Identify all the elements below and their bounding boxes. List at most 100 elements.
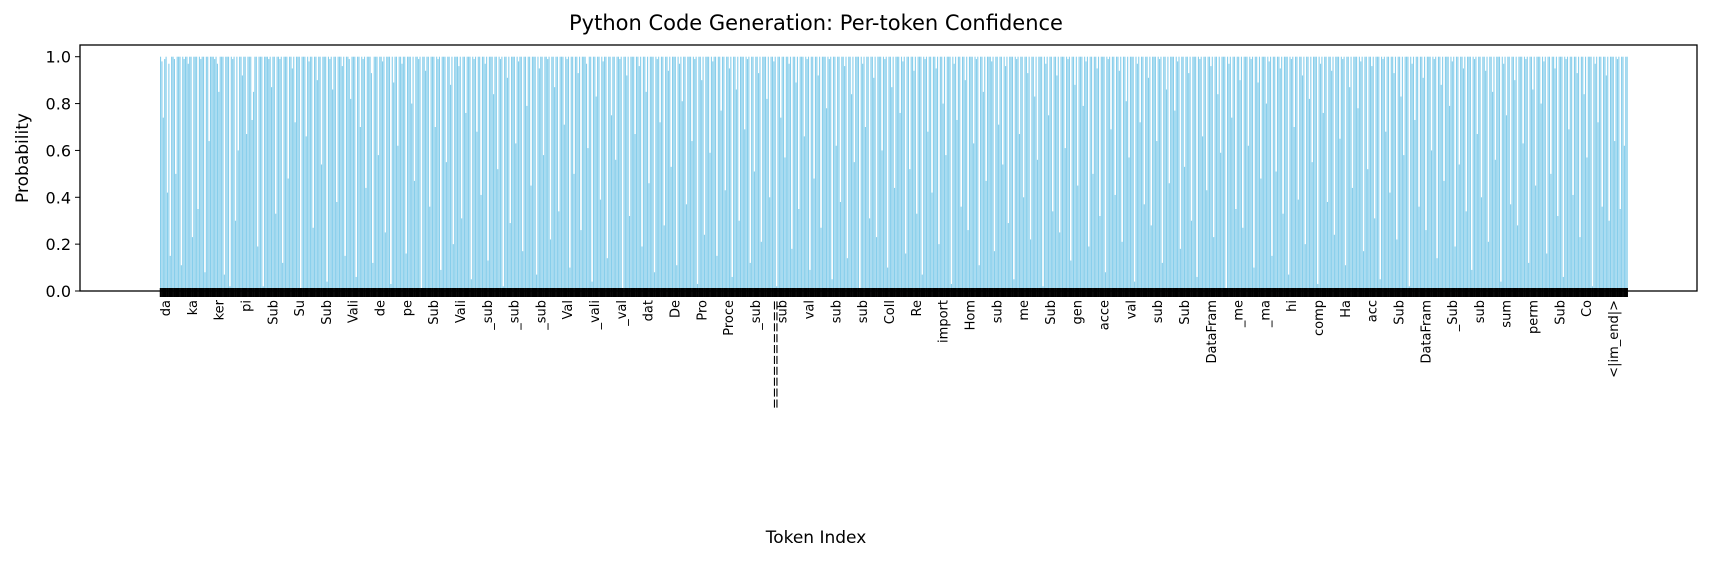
bar (486, 56, 488, 292)
bar (280, 56, 282, 292)
bar (773, 61, 775, 292)
bar (1243, 56, 1245, 292)
bar (212, 56, 214, 292)
bar (798, 209, 800, 291)
bar (515, 143, 517, 291)
bar (354, 56, 356, 292)
bar (1222, 56, 1224, 292)
bar (1303, 56, 1305, 292)
bar (695, 56, 697, 292)
bar (608, 56, 610, 292)
bar (909, 169, 911, 291)
bar (1354, 56, 1356, 292)
bar (273, 56, 275, 292)
bar (493, 94, 495, 291)
bar (205, 56, 207, 292)
bar (223, 274, 225, 291)
bar (685, 204, 687, 291)
bar (1002, 164, 1004, 291)
bar (853, 162, 855, 291)
bar (874, 56, 876, 292)
bar (1256, 56, 1258, 292)
bar (803, 136, 805, 291)
bar (1518, 56, 1520, 292)
bar (1562, 276, 1564, 291)
bar (1433, 59, 1435, 292)
bar (867, 56, 869, 292)
bar (1578, 56, 1580, 292)
bar (602, 61, 604, 292)
bar (1379, 279, 1381, 291)
bar (778, 56, 780, 292)
x-tick-label: Pro (695, 300, 710, 321)
bar (1415, 56, 1417, 292)
bar (423, 56, 425, 292)
bar (1539, 56, 1541, 292)
bar (1178, 56, 1180, 292)
bar (630, 56, 632, 292)
bar (673, 56, 675, 292)
bar (386, 56, 388, 292)
bar (1263, 56, 1265, 292)
bar (831, 279, 833, 291)
bar (1189, 56, 1191, 292)
bar (165, 56, 167, 292)
bar (1034, 96, 1036, 291)
bar (1541, 56, 1544, 292)
bar (1142, 56, 1144, 292)
bar (422, 56, 424, 292)
bar (846, 258, 848, 291)
bar (601, 56, 603, 292)
bar (1544, 56, 1546, 292)
bar (1558, 56, 1560, 292)
bar (1444, 56, 1446, 292)
bar (719, 56, 721, 292)
bar (1018, 134, 1020, 291)
bar (196, 56, 198, 292)
bar (473, 59, 475, 292)
bar (1048, 115, 1050, 291)
bar (1171, 56, 1173, 292)
x-tick-label: De (669, 300, 684, 318)
bar (269, 56, 271, 292)
bar (1135, 56, 1137, 292)
bar (1478, 56, 1480, 292)
bar (1104, 272, 1107, 291)
bar (1071, 56, 1073, 292)
bar (1163, 56, 1165, 292)
bar (348, 59, 350, 292)
bar (946, 56, 948, 292)
bar (943, 56, 946, 292)
bar (258, 56, 260, 292)
bar (456, 56, 459, 292)
bar (1526, 56, 1528, 292)
bar (201, 56, 203, 292)
bar (162, 117, 164, 291)
bar (208, 141, 210, 291)
bar (556, 56, 558, 292)
bar (388, 56, 391, 292)
bar (1603, 56, 1605, 292)
bar (1118, 70, 1120, 292)
bar (870, 56, 872, 292)
bar (672, 56, 674, 292)
bar (678, 63, 681, 291)
bar (1099, 216, 1101, 291)
bar (1052, 211, 1054, 291)
bar (401, 63, 403, 291)
bar (635, 56, 638, 292)
bar (727, 56, 729, 292)
bar (1519, 56, 1521, 292)
bar (1175, 56, 1177, 292)
bar (477, 56, 479, 292)
bar (1253, 267, 1255, 291)
bar (896, 56, 898, 292)
bar (405, 253, 407, 291)
bar (948, 56, 950, 292)
bar (363, 56, 366, 292)
bar (466, 56, 468, 292)
bar (555, 56, 557, 292)
bar (644, 56, 646, 292)
bar (587, 148, 589, 291)
bar (590, 56, 592, 292)
